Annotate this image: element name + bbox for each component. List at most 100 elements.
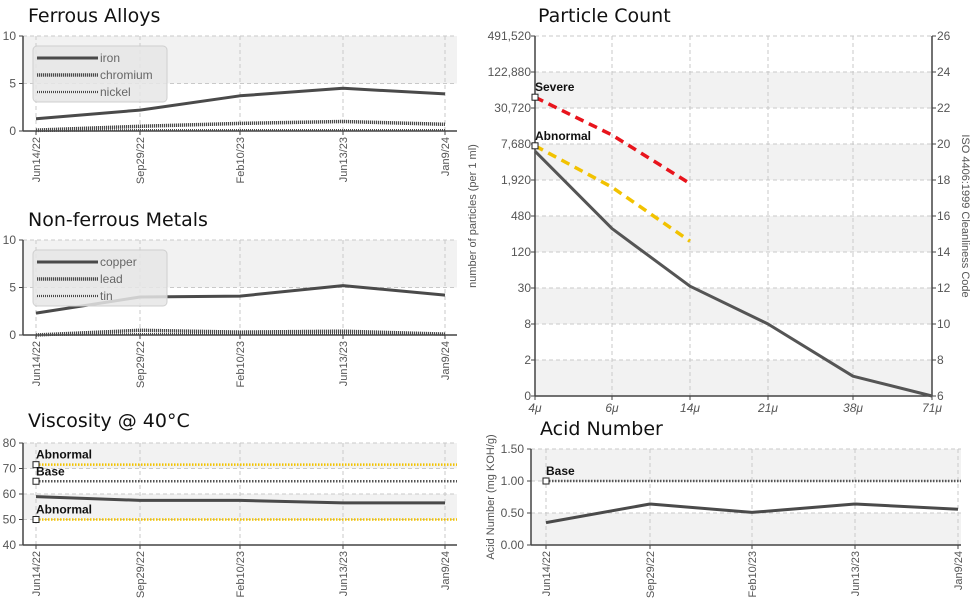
ferrous-y-tick-label: 5: [9, 77, 16, 91]
ferrous-series-line: [35, 86, 446, 121]
particle-x-tick-label: 14μ: [680, 401, 700, 415]
particle-y2-tick-label: 22: [937, 101, 951, 115]
acid-y-axis-label: Acid Number (mg KOH/g): [485, 434, 497, 559]
particle-y-tick-label: 120: [511, 245, 531, 259]
viscosity-x-tick-label: Jun13/23: [338, 551, 350, 596]
particle-y-tick-label: 30: [518, 281, 532, 295]
nonferrous-legend-label: tin: [100, 289, 113, 303]
acid-y-tick-label: 1.50: [501, 442, 525, 456]
nonferrous-y-tick-label: 5: [9, 281, 16, 295]
particle-threshold-marker: [531, 93, 539, 101]
viscosity-ref-label: Base: [36, 464, 65, 478]
nonferrous-x-tick-label: Sep29/22: [135, 341, 147, 388]
viscosity-ref-marker: [32, 461, 40, 469]
particle-y-tick-label: 122,880: [488, 65, 532, 79]
particle-y2-tick-label: 10: [937, 317, 951, 331]
particle-series-line: [534, 144, 691, 243]
acid-ref-marker: [542, 477, 550, 485]
viscosity-x-tick-label: Sep29/22: [135, 551, 147, 598]
particle-y2-tick-label: 24: [937, 65, 951, 79]
ferrous-x-tick-label: Sep29/22: [135, 137, 147, 184]
particle-y2-tick-label: 12: [937, 281, 951, 295]
acid-series-line: [545, 502, 959, 525]
particle-y2-tick-label: 20: [937, 137, 951, 151]
particle-y-tick-label: 7,680: [501, 137, 531, 151]
nonferrous-series-line: [35, 333, 445, 337]
particle-y2-tick-label: 16: [937, 209, 951, 223]
acid-y-tick-label: 0.00: [501, 538, 525, 552]
particle-band: [535, 144, 932, 180]
nonferrous-legend-label: lead: [100, 272, 123, 286]
particle-band: [535, 216, 932, 252]
ferrous-y-tick-label: 0: [9, 124, 16, 138]
ferrous-x-tick-label: Feb10/23: [235, 137, 247, 183]
particle-y2-axis-label: ISO 4406:1999 Cleanliness Code: [959, 134, 971, 297]
particle-x-tick-label: 71μ: [922, 401, 942, 415]
nonferrous-series-line: [35, 328, 446, 337]
viscosity-y-tick-label: 60: [3, 487, 17, 501]
particle-y-tick-label: 1,920: [501, 173, 531, 187]
viscosity-ref-marker: [32, 477, 40, 485]
acid-ref-label: Base: [546, 464, 575, 478]
particle-x-tick-label: 38μ: [843, 401, 863, 415]
particle-y-tick-label: 491,520: [488, 29, 532, 43]
nonferrous-x-tick-label: Jun13/23: [338, 341, 350, 386]
ferrous-y-tick-label: 10: [3, 29, 17, 43]
particle-x-tick-label: 21μ: [757, 401, 778, 415]
ferrous-legend-label: chromium: [100, 68, 153, 82]
acid-band: [531, 449, 961, 481]
particle-y-tick-label: 8: [524, 317, 531, 331]
ferrous-legend: iron chromium nickel: [32, 45, 168, 103]
acid-x-tick-label: Sep29/22: [645, 551, 657, 598]
particle-y2-tick-label: 6: [937, 389, 944, 403]
viscosity-y-tick-label: 40: [3, 538, 17, 552]
viscosity-chart-title: Viscosity @ 40°C: [28, 410, 190, 432]
ferrous-legend-box: [32, 45, 168, 103]
particle-y2-tick-label: 14: [937, 245, 951, 259]
particle-threshold-label: Severe: [535, 80, 575, 94]
particle-y-axis-label: number of particles (per 1 ml): [467, 144, 479, 288]
acid-y-tick-label: 0.50: [501, 506, 525, 520]
particle-band: [535, 360, 932, 396]
ferrous-x-tick-label: Jan9/24: [440, 137, 452, 176]
nonferrous-y-tick-label: 10: [3, 233, 17, 247]
viscosity-ref-label: Abnormal: [36, 503, 92, 517]
acid-x-tick-label: Jan9/24: [953, 551, 965, 590]
viscosity-x-tick-label: Feb10/23: [235, 551, 247, 597]
ferrous-legend-label: iron: [100, 51, 120, 65]
ferrous-x-tick-label: Jun14/22: [31, 137, 43, 182]
viscosity-y-tick-label: 50: [3, 513, 17, 527]
nonferrous-legend: copper lead tin: [32, 249, 168, 307]
viscosity-x-tick-label: Jan9/24: [440, 551, 452, 590]
particle-y-tick-label: 2: [524, 353, 531, 367]
nonferrous-x-tick-label: Jan9/24: [440, 341, 452, 380]
acid-x-tick-label: Feb10/23: [747, 551, 759, 597]
nonferrous-y-tick-label: 0: [9, 328, 16, 342]
viscosity-y-tick-label: 80: [3, 436, 17, 450]
particle-y2-tick-label: 18: [937, 173, 951, 187]
viscosity-x-tick-label: Jun14/22: [31, 551, 43, 596]
particle-threshold-marker: [531, 142, 539, 150]
nonferrous-chart-title: Non-ferrous Metals: [28, 209, 208, 231]
ferrous-x-tick-label: Jun13/23: [338, 137, 350, 182]
ferrous-chart-title: Ferrous Alloys: [28, 5, 161, 27]
viscosity-series-line: [35, 495, 445, 505]
acid-y-tick-label: 1.00: [501, 474, 525, 488]
ferrous-series-line: [35, 129, 445, 133]
nonferrous-legend-label: copper: [100, 255, 137, 269]
particle-series-line: [533, 150, 933, 398]
particle-y2-tick-label: 26: [937, 29, 951, 43]
particle-threshold-label: Abnormal: [535, 129, 591, 143]
viscosity-ref-label: Abnormal: [36, 448, 92, 462]
particle-x-tick-label: 4μ: [528, 401, 542, 415]
acid-x-tick-label: Jun14/22: [541, 551, 553, 596]
viscosity-y-tick-label: 70: [3, 462, 17, 476]
acid-x-tick-label: Jun13/23: [850, 551, 862, 596]
nonferrous-x-tick-label: Feb10/23: [235, 341, 247, 387]
viscosity-ref-marker: [32, 516, 40, 523]
particle-y-tick-label: 0: [524, 389, 531, 403]
particle-x-tick-label: 6μ: [605, 401, 619, 415]
particle-band: [535, 72, 932, 108]
nonferrous-legend-box: [32, 249, 168, 307]
